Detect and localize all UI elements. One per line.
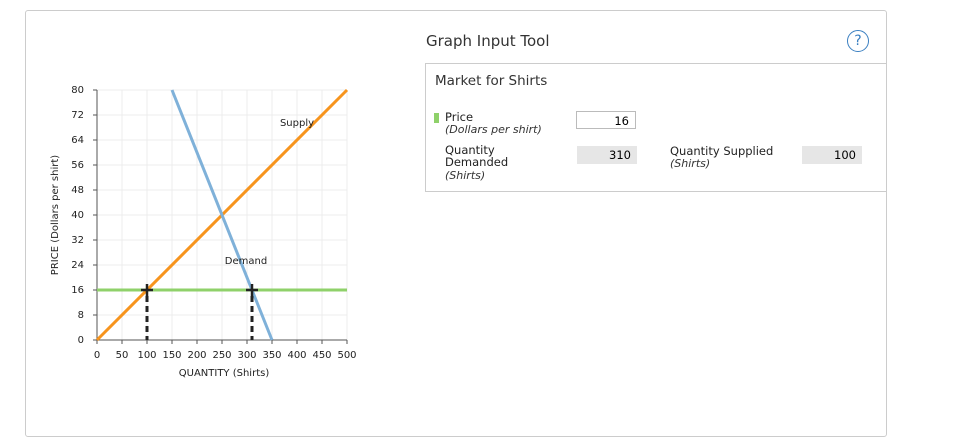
y-tick-label: 0 [78, 335, 84, 346]
quantity-demanded-value: 310 [577, 146, 637, 164]
x-axis-label: QUANTITY (Shirts) [179, 368, 270, 379]
price-input[interactable]: 16 [576, 111, 636, 129]
quantity-demanded-unit: (Shirts) [445, 169, 486, 182]
y-tick-label: 8 [78, 310, 84, 321]
x-tick-label: 50 [116, 350, 129, 361]
price-label: Price [445, 110, 474, 124]
y-tick-label: 72 [71, 110, 84, 121]
help-button[interactable]: ? [847, 30, 869, 52]
y-tick-label: 32 [71, 235, 84, 246]
x-tick-label: 400 [287, 350, 306, 361]
equilibrium-marker [246, 284, 258, 296]
y-tick-label: 24 [71, 260, 84, 271]
tool-title: Graph Input Tool [426, 32, 550, 50]
y-tick-label: 80 [71, 85, 84, 96]
x-tick-label: 250 [212, 350, 231, 361]
quantity-supplied-label: Quantity Supplied [670, 144, 774, 158]
series-line [170, 89, 274, 341]
y-tick-label: 64 [71, 135, 84, 146]
price-unit: (Dollars per shirt) [445, 123, 542, 136]
panel-title: Market for Shirts [435, 73, 548, 89]
x-tick-label: 200 [187, 350, 206, 361]
x-tick-label: 0 [94, 350, 100, 361]
x-tick-label: 450 [312, 350, 331, 361]
series-label: Supply [280, 118, 314, 129]
x-tick-label: 500 [337, 350, 356, 361]
quantity-supplied-unit: (Shirts) [670, 157, 711, 170]
y-tick-label: 48 [71, 185, 84, 196]
quantity-demanded-label: Quantity Demanded [445, 143, 509, 169]
y-tick-label: 40 [71, 210, 84, 221]
quantity-supplied-value: 100 [802, 146, 862, 164]
y-tick-label: 16 [71, 285, 84, 296]
y-axis-label: PRICE (Dollars per shirt) [50, 155, 61, 275]
price-swatch [434, 113, 439, 123]
x-tick-label: 100 [137, 350, 156, 361]
input-panel [425, 63, 886, 192]
series-label: Demand [225, 256, 267, 267]
frame [25, 10, 887, 437]
x-tick-label: 150 [162, 350, 181, 361]
y-tick-label: 56 [71, 160, 84, 171]
x-tick-label: 300 [237, 350, 256, 361]
x-tick-label: 350 [262, 350, 281, 361]
equilibrium-marker [141, 284, 153, 296]
